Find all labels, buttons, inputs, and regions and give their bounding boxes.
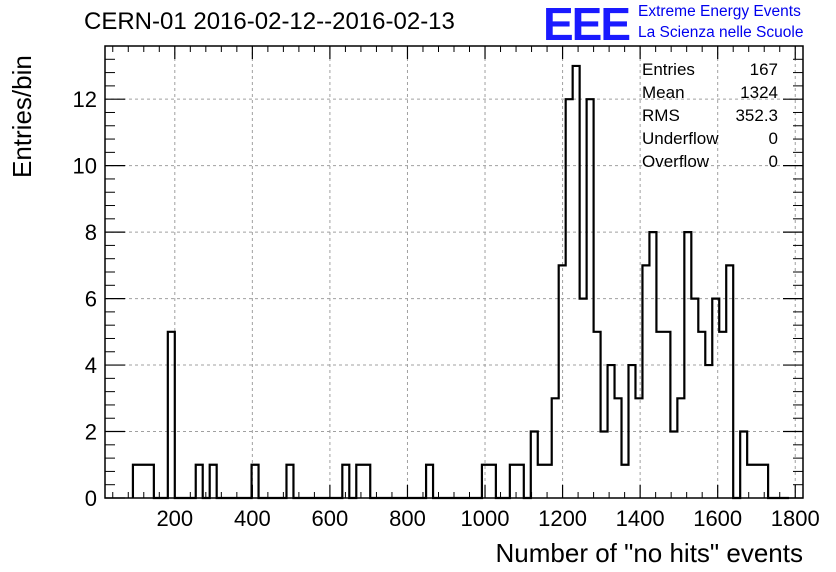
- x-tick-label: 1800: [771, 506, 820, 531]
- y-tick-label: 4: [85, 353, 97, 378]
- histogram-bin: [580, 299, 587, 498]
- stat-mean-label: Mean: [642, 83, 685, 102]
- stat-overflow-value: 0: [768, 152, 778, 171]
- stat-entries-label: Entries: [642, 60, 695, 79]
- y-axis-label: Entries/bin: [7, 55, 37, 178]
- histogram-bin: [719, 332, 726, 498]
- stat-rms-value: 352.3: [735, 106, 778, 125]
- x-tick-label: 800: [389, 506, 426, 531]
- histogram-bin: [545, 465, 552, 498]
- chart-title: CERN-01 2016-02-12--2016-02-13: [84, 8, 455, 35]
- tick-labels: 200 400 600 800 1000 1200 1400 1600 180002468101…: [73, 87, 820, 531]
- histogram-bin: [656, 332, 663, 498]
- eee-logo: EEE: [543, 0, 631, 50]
- x-axis-label: Number of "no hits" events: [496, 538, 804, 568]
- histogram-bin: [747, 465, 754, 498]
- stat-underflow-value: 0: [768, 129, 778, 148]
- y-tick-label: 6: [85, 287, 97, 312]
- histogram-bin: [635, 398, 642, 498]
- x-tick-label: 200: [156, 506, 193, 531]
- y-tick-label: 2: [85, 420, 97, 445]
- stat-underflow-label: Underflow: [642, 129, 719, 148]
- x-tick-label: 1400: [616, 506, 665, 531]
- stat-overflow-label: Overflow: [642, 152, 710, 171]
- logo-subtitle-2: La Scienza nelle Scuole: [638, 24, 804, 41]
- stat-entries-value: 167: [749, 60, 778, 79]
- histogram-bin: [601, 432, 608, 498]
- x-tick-label: 1600: [693, 506, 742, 531]
- histogram-bin: [538, 465, 545, 498]
- histogram-bin: [754, 465, 761, 498]
- y-tick-label: 10: [73, 154, 97, 179]
- stat-rms-label: RMS: [642, 106, 680, 125]
- histogram-line: [131, 64, 790, 500]
- axis-ticks: [105, 46, 803, 499]
- x-tick-label: 600: [312, 506, 349, 531]
- logo-subtitle-1: Extreme Energy Events: [638, 3, 801, 20]
- stat-mean-value: 1324: [740, 83, 778, 102]
- y-tick-label: 12: [73, 87, 97, 112]
- grid-lines: [105, 46, 803, 498]
- x-tick-label: 1200: [538, 506, 587, 531]
- y-tick-label: 0: [85, 486, 97, 511]
- x-tick-label: 1000: [461, 506, 510, 531]
- y-tick-label: 8: [85, 220, 97, 245]
- plot-frame: [104, 45, 804, 499]
- x-tick-label: 400: [234, 506, 271, 531]
- histogram-bin: [670, 432, 677, 498]
